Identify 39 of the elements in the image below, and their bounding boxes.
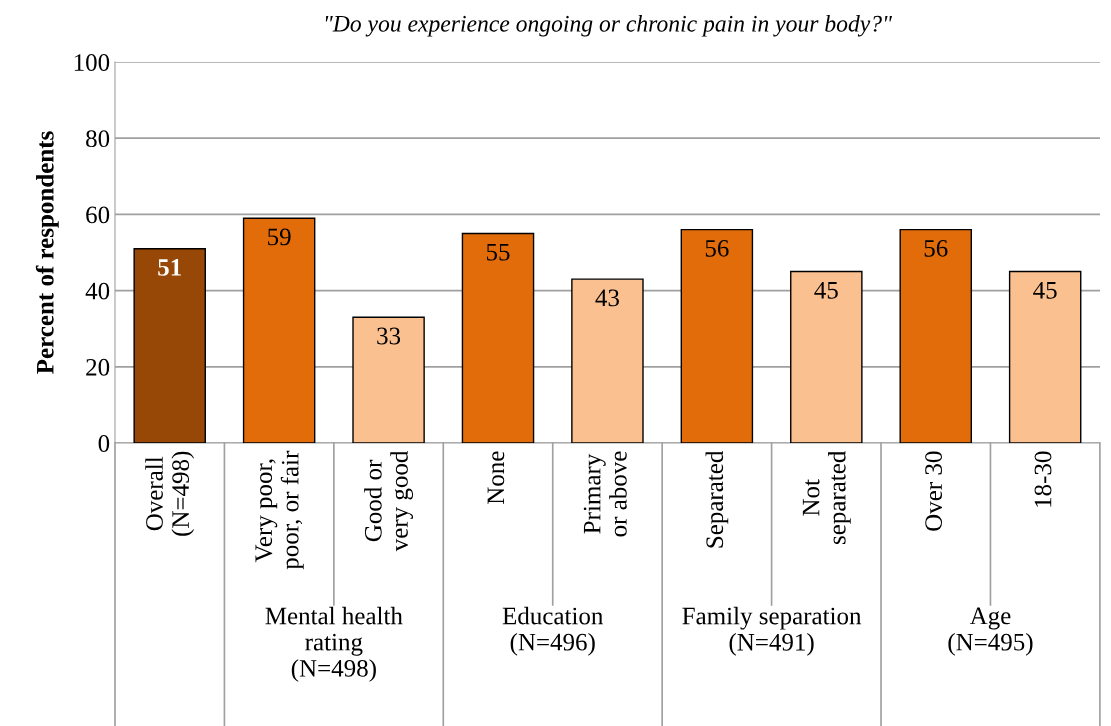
x-tick-label: None (487, 451, 505, 505)
y-tick-label: 80 (86, 130, 110, 148)
data-label: 43 (595, 289, 619, 307)
data-label: 56 (705, 239, 729, 257)
bar (461, 232, 535, 443)
data-label: 33 (377, 327, 401, 345)
x-tick-label: Very poor, poor, or fair (255, 450, 304, 570)
x-tick-label: Primary or above (583, 451, 627, 537)
data-label: 45 (1033, 281, 1057, 299)
x-tick-label: Overall (N=498) (145, 451, 195, 536)
x-tick-label: Over 30 (925, 451, 942, 531)
x-tick-label: 18-30 (1034, 451, 1052, 507)
text: Mental health rating (N=498) (265, 606, 403, 682)
x-tick-label: Good or very good (364, 450, 414, 552)
chart-title: "Do you experience ongoing or chronic pain in your body?" (325, 15, 893, 37)
y-tick-label: 0 (98, 435, 110, 452)
data-label: 59 (268, 228, 291, 246)
bar (571, 278, 644, 443)
data-label: 56 (924, 239, 948, 257)
text: Education (N=496) (502, 606, 604, 656)
data-label: 55 (486, 243, 510, 261)
bar (242, 217, 316, 443)
y-tick-label: 60 (86, 206, 110, 224)
y-tick-label: 100 (74, 54, 110, 71)
data-label: 45 (814, 281, 838, 299)
bar (1008, 270, 1082, 443)
bar (899, 228, 973, 443)
data-label: 51 (158, 259, 181, 276)
y-tick-label: 40 (85, 282, 110, 300)
x-tick-label: Separated (705, 450, 729, 548)
text: Age (N=495) (948, 607, 1033, 656)
x-tick-label: Not separated (802, 450, 851, 544)
bar (790, 270, 863, 443)
bar (352, 316, 425, 443)
y-axis-title: Percent of respondents (35, 131, 59, 374)
bar (680, 228, 754, 443)
text: Family separation (N=491) (682, 606, 862, 656)
y-tick-label: 20 (86, 358, 110, 376)
bar (133, 247, 206, 443)
